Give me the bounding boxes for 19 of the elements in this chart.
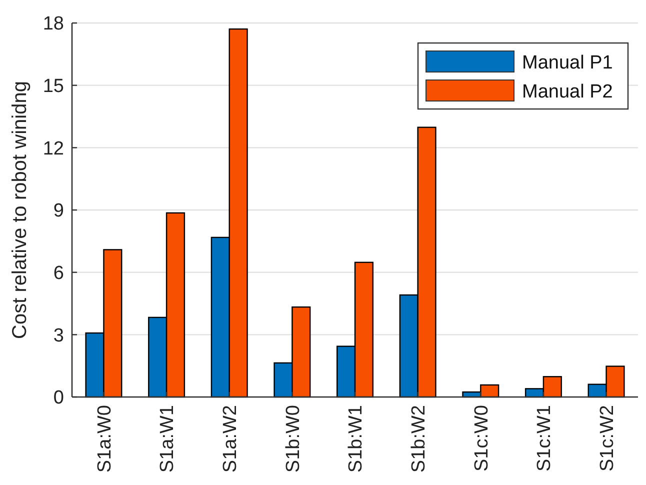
y-tick-label: 15 bbox=[42, 76, 64, 97]
x-tick-label: S1a:W2 bbox=[220, 405, 242, 473]
x-tick-label: S1b:W1 bbox=[346, 405, 367, 473]
legend-label: Manual P1 bbox=[522, 52, 613, 74]
y-tick-label: 6 bbox=[53, 262, 64, 284]
x-tick-label: S1c:W2 bbox=[596, 405, 618, 472]
legend-label: Manual P2 bbox=[522, 82, 613, 103]
x-tick-label: S1b:W2 bbox=[408, 405, 430, 473]
y-tick-label: 3 bbox=[53, 325, 64, 346]
y-tick-label: 0 bbox=[53, 388, 64, 409]
y-tick-label: 18 bbox=[42, 14, 64, 35]
x-tick-label: S1c:W1 bbox=[534, 405, 556, 472]
x-tick-label: S1b:W0 bbox=[282, 405, 304, 473]
y-tick-label: 12 bbox=[42, 138, 64, 160]
x-tick-label: S1a:W0 bbox=[94, 405, 116, 473]
y-axis-title: Cost relative to robot winidng bbox=[9, 81, 31, 339]
x-tick-label: S1a:W1 bbox=[157, 405, 178, 473]
x-tick-label: S1c:W0 bbox=[471, 405, 492, 472]
y-tick-label: 9 bbox=[53, 200, 64, 222]
